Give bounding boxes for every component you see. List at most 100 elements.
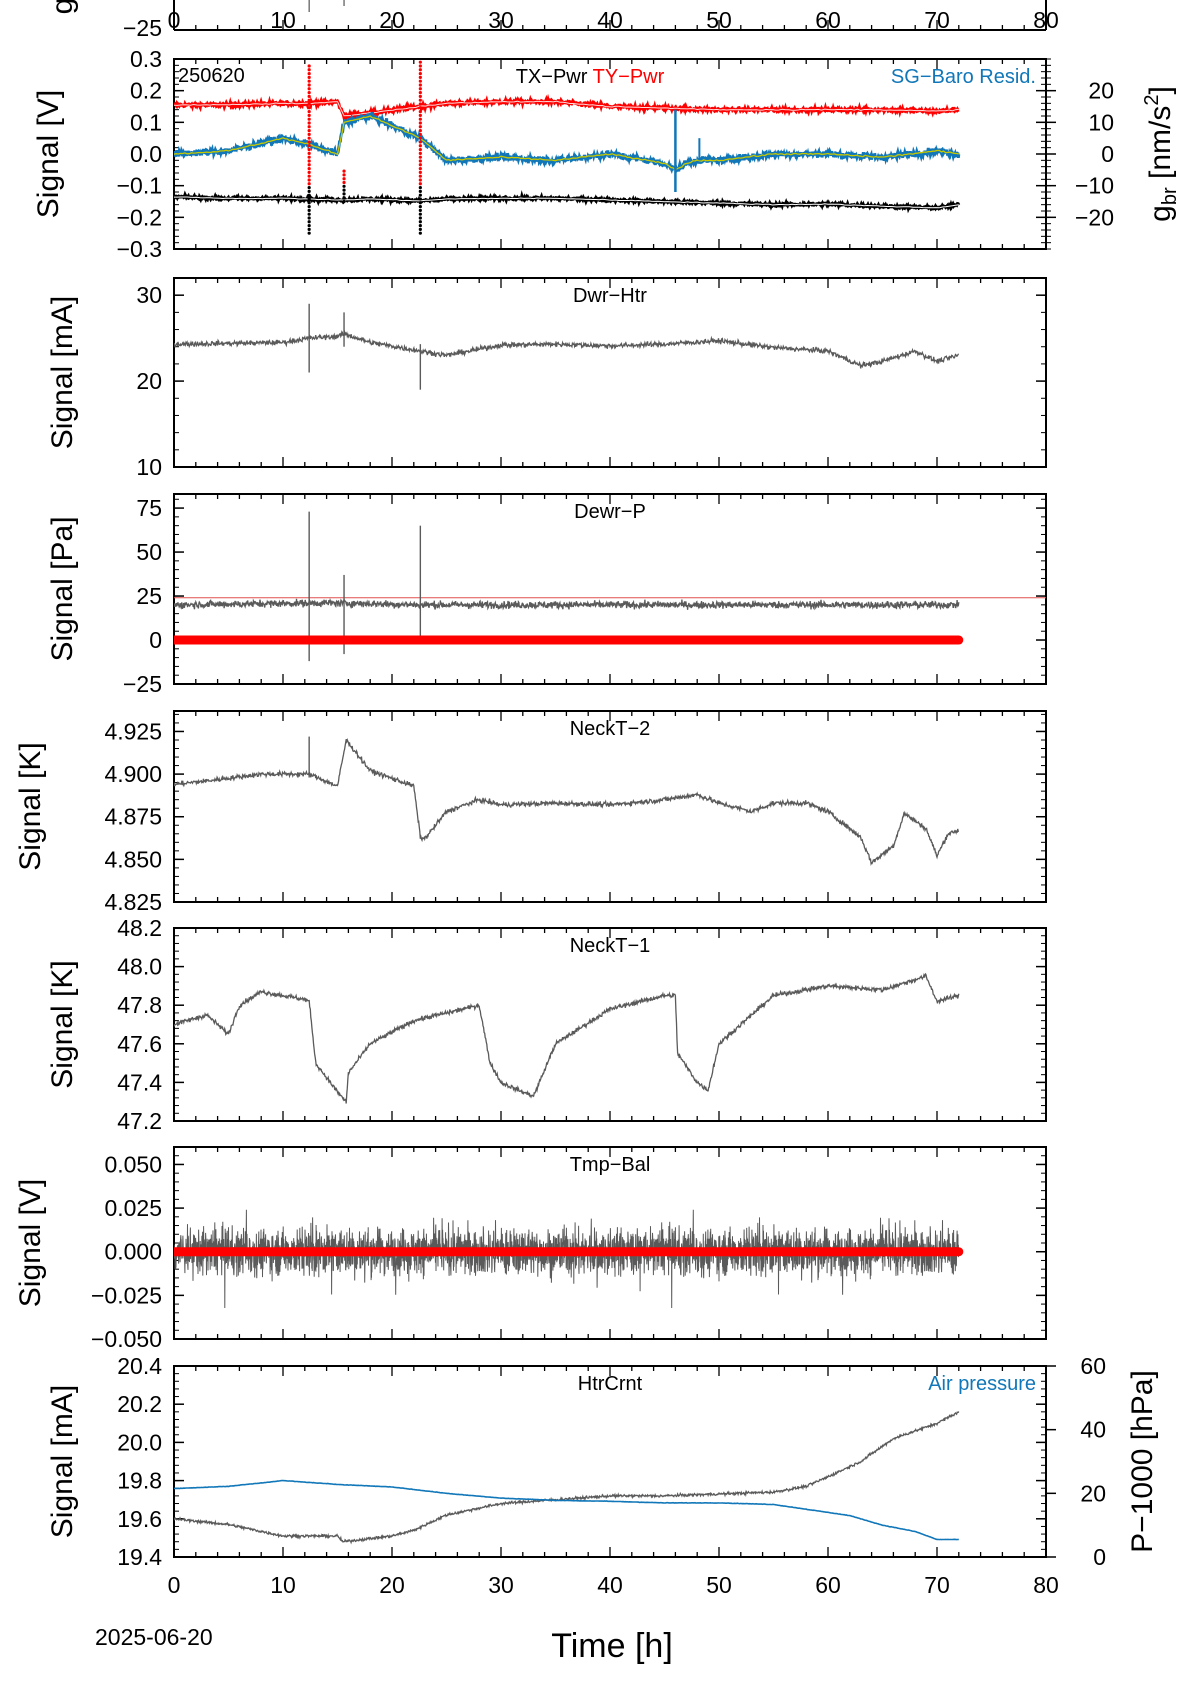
series-sg-baro-resid-smooth (174, 115, 959, 171)
spike-dot (418, 94, 422, 98)
neckt-1-ytick-label: 47.8 (117, 992, 162, 1018)
spike-dot (307, 117, 311, 121)
spike-dot (418, 231, 422, 235)
dwr-htr-ytick-label: 20 (136, 368, 162, 394)
x-tick-label: 40 (597, 1572, 623, 1598)
panel-tmp-bal: −0.050 −0.025 0.000 0.025 0.050 Signal [V] Tmp… (14, 1146, 1047, 1352)
spike-dot (307, 182, 311, 186)
spike-dot (418, 223, 422, 228)
right-axis-label-part: br (1159, 187, 1181, 205)
spike-dot (418, 212, 422, 216)
spike-dot (307, 212, 311, 216)
spike-dot (418, 170, 422, 174)
spike-dot (307, 151, 311, 155)
spike-dot (307, 68, 311, 72)
spike-dot (418, 208, 422, 212)
tilt-power-ytick-label: 0.2 (130, 78, 162, 104)
dewr-p-ytick-label: 50 (136, 539, 162, 565)
date-label: 2025-06-20 (95, 1624, 213, 1650)
x-tick-label: 50 (706, 1572, 732, 1598)
panel-neckt-2: 4.825 4.850 4.875 4.900 4.925 Signal [K] NeckT… (14, 710, 1047, 915)
spike-dot (418, 79, 422, 83)
spike-dot (418, 159, 422, 163)
spike-dot (418, 216, 422, 220)
sg-baro-legend: SG−Baro Resid. (891, 66, 1036, 88)
spike-dot (307, 90, 311, 95)
spike-dot (418, 147, 422, 152)
tilt-power-title-part: TY−Pwr (587, 66, 664, 88)
spike-dot (307, 79, 311, 83)
series-neckt-1-line (174, 972, 960, 1104)
x-tick-label: 30 (488, 1572, 514, 1598)
tilt-power-ytick-label: −0.3 (117, 236, 162, 262)
dewr-p-ytick-label: 0 (149, 627, 162, 653)
spike-dot (307, 163, 311, 167)
tilt-power-ylabel: Signal [V] (32, 90, 65, 218)
tmp-bal-ytick-label: 0.050 (104, 1151, 162, 1177)
spike-dot (307, 231, 311, 235)
series-tx-pwr-smooth (174, 196, 959, 209)
spike-dot (418, 193, 422, 197)
top-panel-x-tick-label: 10 (270, 7, 296, 33)
panel-top-partial: 0 10 20 30 40 50 60 70 80 g −25 (46, 0, 1059, 41)
spike-dot (418, 166, 422, 171)
dwr-htr-title: Dwr−Htr (573, 285, 647, 307)
tmp-bal-ytick-label: 0.025 (104, 1195, 162, 1221)
right-ytick-label: 60 (1080, 1353, 1106, 1379)
tmp-bal-ylabel: Signal [V] (14, 1179, 47, 1307)
top-panel-x-tick-label: 80 (1033, 7, 1059, 33)
spike-dot (418, 125, 422, 129)
spike-dot (307, 220, 311, 224)
dwr-htr-ytick-label: 10 (136, 454, 162, 480)
x-tick-label: 70 (924, 1572, 950, 1598)
neckt-2-title: NeckT−2 (570, 718, 651, 740)
spike-dot (418, 178, 422, 182)
right-axis-label-part: ] (1144, 86, 1177, 94)
spike-dot (342, 199, 346, 204)
htrcrnt-plot-area (174, 1411, 960, 1545)
spike-dot (418, 90, 422, 95)
spike-dot (307, 208, 311, 212)
spike-dot (418, 201, 422, 205)
spike-dot (342, 177, 346, 181)
tmp-bal-ytick-label: 0.000 (104, 1239, 162, 1265)
spike-dot (307, 201, 311, 205)
spike-dot (307, 106, 311, 110)
dewr-p-plot-area (174, 511, 1046, 662)
spike-dot (418, 185, 422, 190)
dwr-htr-ylabel: Signal [mA] (46, 296, 79, 449)
panel-tilt-power: −0.3 −0.2 −0.1 0.0 0.1 0.2 0.3 Signal [V] −20 −10… (32, 46, 1181, 262)
spike-dot (307, 193, 311, 197)
panel-htrcrnt: 0 10 20 30 40 50 60 70 80 19.4 19.6 19.8 20.0 20.2 20.… (46, 1353, 1159, 1598)
spike-dot (307, 204, 311, 209)
right-ytick-label: 20 (1088, 78, 1114, 104)
top-panel-x-tick-label: 40 (597, 7, 623, 33)
right-ytick-label: 40 (1080, 1417, 1106, 1443)
spike-dot (418, 174, 422, 178)
top-panel-x-tick-label: 20 (379, 7, 405, 33)
spike-dot (307, 216, 311, 220)
spike-dot (342, 184, 346, 188)
top-panel-x-tick-label: 70 (924, 7, 950, 33)
tmp-bal-title: Tmp−Bal (570, 1154, 651, 1176)
spike-dot (418, 109, 422, 114)
tilt-power-ytick-label: 0.3 (130, 46, 162, 72)
spike-dot (418, 204, 422, 209)
spike-dot (307, 94, 311, 98)
spike-dot (307, 140, 311, 144)
spike-dot (418, 136, 422, 140)
right-axis-label: P−1000 [hPa] (1126, 1370, 1159, 1553)
spike-dot (418, 220, 422, 224)
spike-dot (307, 147, 311, 152)
dewr-p-ytick-label: 75 (136, 495, 162, 521)
dewr-p-ylabel: Signal [Pa] (46, 516, 79, 661)
dewr-p-ytick-label: 25 (136, 583, 162, 609)
spike-dot (342, 169, 346, 173)
spike-dot (307, 223, 311, 228)
spike-dot (418, 113, 422, 117)
spike-dot (418, 83, 422, 87)
spike-dot (307, 227, 311, 231)
htrcrnt-ytick-label: 20.0 (117, 1429, 162, 1455)
spike-dot (418, 151, 422, 155)
